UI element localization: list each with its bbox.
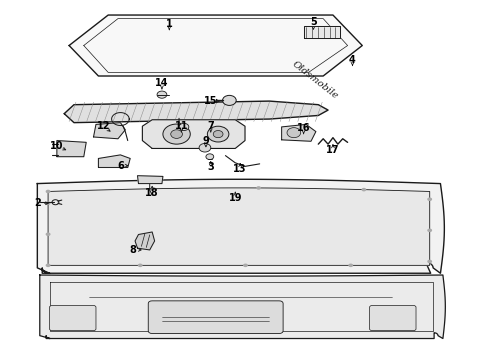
Polygon shape — [37, 179, 444, 273]
Polygon shape — [98, 155, 130, 167]
Circle shape — [46, 201, 50, 205]
Text: 1: 1 — [166, 19, 172, 29]
Text: 11: 11 — [175, 121, 188, 131]
Circle shape — [207, 126, 229, 142]
Text: 19: 19 — [228, 193, 242, 203]
Circle shape — [348, 264, 353, 267]
Text: 3: 3 — [207, 162, 214, 172]
Circle shape — [138, 264, 143, 267]
Polygon shape — [135, 232, 155, 250]
Text: 16: 16 — [297, 123, 310, 133]
Polygon shape — [69, 15, 362, 76]
Text: 9: 9 — [202, 136, 209, 145]
Text: 5: 5 — [310, 17, 317, 27]
Text: 8: 8 — [129, 245, 136, 255]
Circle shape — [46, 233, 50, 236]
Polygon shape — [64, 101, 328, 123]
Text: 17: 17 — [326, 144, 340, 154]
Circle shape — [256, 186, 261, 190]
Polygon shape — [94, 123, 125, 139]
FancyBboxPatch shape — [49, 306, 96, 330]
Polygon shape — [143, 120, 245, 148]
Polygon shape — [138, 176, 163, 184]
Circle shape — [46, 264, 50, 267]
Circle shape — [206, 154, 214, 159]
Circle shape — [362, 188, 367, 192]
Circle shape — [287, 128, 301, 138]
Polygon shape — [40, 275, 445, 338]
Text: 14: 14 — [155, 78, 169, 88]
Polygon shape — [57, 140, 86, 157]
Polygon shape — [48, 188, 430, 265]
Text: Oldsmobile: Oldsmobile — [290, 60, 340, 101]
Circle shape — [163, 124, 190, 144]
Circle shape — [46, 190, 50, 193]
Polygon shape — [282, 125, 316, 141]
Circle shape — [157, 91, 167, 98]
Circle shape — [222, 95, 236, 105]
FancyBboxPatch shape — [369, 306, 416, 330]
Polygon shape — [304, 26, 340, 39]
Text: 12: 12 — [97, 121, 110, 131]
FancyBboxPatch shape — [148, 301, 283, 333]
Text: 18: 18 — [146, 188, 159, 198]
Circle shape — [427, 197, 432, 201]
Text: 7: 7 — [207, 121, 214, 131]
Circle shape — [151, 187, 156, 190]
Circle shape — [427, 229, 432, 232]
Text: 4: 4 — [349, 55, 356, 65]
Circle shape — [213, 131, 223, 138]
Text: 10: 10 — [50, 141, 64, 151]
Text: 15: 15 — [204, 96, 218, 106]
Circle shape — [427, 260, 432, 263]
Text: 2: 2 — [34, 198, 41, 208]
Circle shape — [171, 130, 182, 138]
Text: 13: 13 — [233, 164, 247, 174]
Circle shape — [243, 264, 248, 267]
Circle shape — [199, 143, 211, 152]
Circle shape — [179, 123, 189, 131]
Text: 6: 6 — [117, 161, 124, 171]
